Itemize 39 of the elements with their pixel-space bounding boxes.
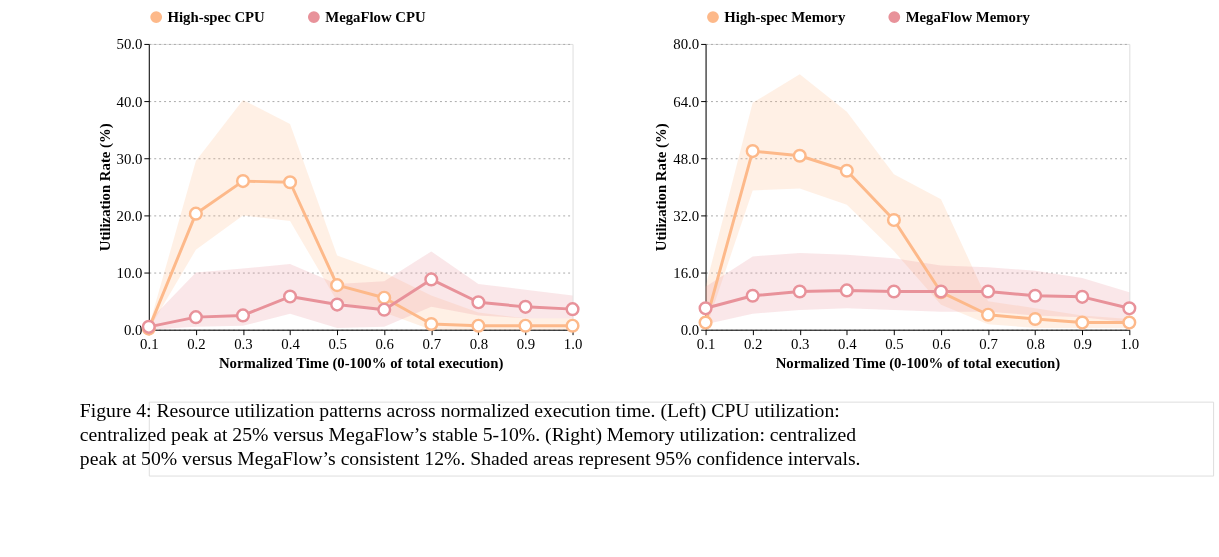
- y-tick-label: 50.0: [116, 36, 143, 53]
- x-tick-label: 0.4: [281, 335, 301, 352]
- x-tick-label: 0.3: [234, 335, 253, 352]
- x-tick-label: 0.6: [932, 335, 951, 352]
- y-tick-label: 10.0: [116, 264, 143, 281]
- x-tick-label: 0.8: [1026, 335, 1045, 352]
- x-axis-title: Normalized Time (0-100% of total execution): [218, 354, 504, 372]
- y-tick-label: 30.0: [116, 150, 143, 167]
- x-tick-label: 0.5: [328, 335, 347, 352]
- y-tick-label: 64.0: [673, 93, 700, 110]
- x-tick-label: 0.8: [469, 335, 489, 352]
- x-tick-label: 0.1: [140, 335, 159, 352]
- legend-label: MegaFlow Memory: [905, 9, 1031, 26]
- x-tick-label: 0.4: [838, 335, 858, 352]
- x-tick-label: 0.6: [375, 335, 394, 352]
- x-tick-label: 0.9: [1073, 335, 1092, 352]
- y-axis-title: Utilization Rate (%): [96, 123, 114, 252]
- x-tick-label: 0.2: [743, 335, 763, 352]
- y-tick-label: 80.0: [673, 36, 700, 53]
- y-tick-label: 48.0: [673, 150, 700, 167]
- x-tick-label: 0.3: [791, 335, 810, 352]
- y-tick-label: 40.0: [116, 93, 143, 110]
- x-tick-label: 0.2: [187, 335, 206, 352]
- y-tick-label: 16.0: [673, 264, 700, 281]
- x-tick-label: 0.7: [422, 335, 442, 352]
- x-tick-label: 0.5: [885, 335, 904, 352]
- caption: Figure 4: Resource utilization patterns across normalized execution time. (Left) CPU utilization: centralized peak at 25% versus MegaFlow’s stable 5-10%. (Right) Memory utilization: centralized peak at 50% versus MegaFlow’s consistent 12%. Shaded areas represent 95% confidence intervals.: [79, 399, 861, 469]
- x-tick-label: 1.0: [1120, 335, 1140, 352]
- y-tick-label: 32.0: [673, 207, 700, 224]
- x-tick-label: 0.9: [516, 335, 536, 352]
- y-axis-title: Utilization Rate (%): [653, 123, 671, 252]
- x-tick-label: 0.7: [979, 335, 998, 352]
- y-tick-label: 20.0: [116, 207, 143, 224]
- y-tick-label: 0.0: [123, 322, 143, 339]
- x-axis-title: Normalized Time (0-100% of total execution): [775, 354, 1061, 372]
- legend-label: MegaFlow CPU: [325, 9, 426, 26]
- legend-label: High-spec CPU: [167, 9, 266, 26]
- legend-label: High-spec Memory: [724, 9, 846, 26]
- x-tick-label: 1.0: [563, 335, 583, 352]
